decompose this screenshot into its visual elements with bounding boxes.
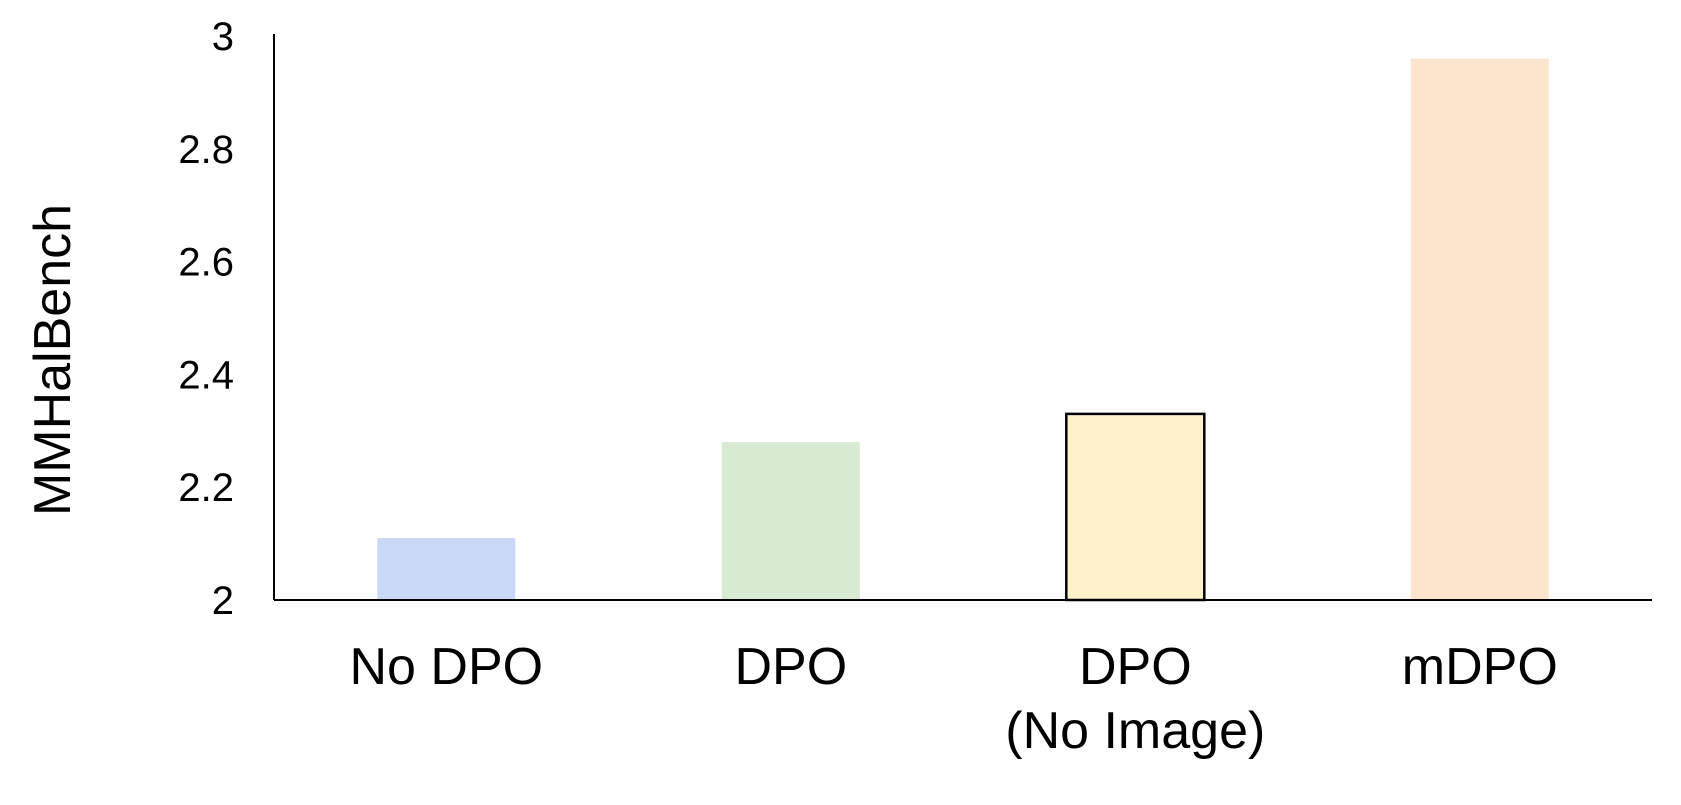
bars-layer [377,58,1549,602]
x-category-label: mDPO [1402,638,1558,696]
bar-0 [377,538,516,600]
y-tick-label: 2 [212,579,234,623]
x-category-label: DPO [734,638,847,696]
bar-3 [1410,58,1549,601]
y-tick-label: 2.2 [178,466,234,510]
y-tick-label: 2.6 [178,241,234,285]
y-tick-label: 3 [212,15,234,59]
axes-layer [273,34,1652,601]
x-category-label: (No Image) [1005,702,1265,760]
x-category-label: DPO [1079,638,1192,696]
y-tick-labels: 2 2.2 2.4 2.6 2.8 3 [178,15,234,623]
x-category-labels: No DPO DPO DPO (No Image) mDPO [349,638,1557,760]
x-category-label: No DPO [349,638,543,696]
bar-2 [1065,412,1206,602]
y-axis-title: MMHalBench [24,204,82,516]
bar-1 [721,442,860,600]
y-tick-label: 2.4 [178,353,234,397]
y-tick-label: 2.8 [178,128,234,172]
